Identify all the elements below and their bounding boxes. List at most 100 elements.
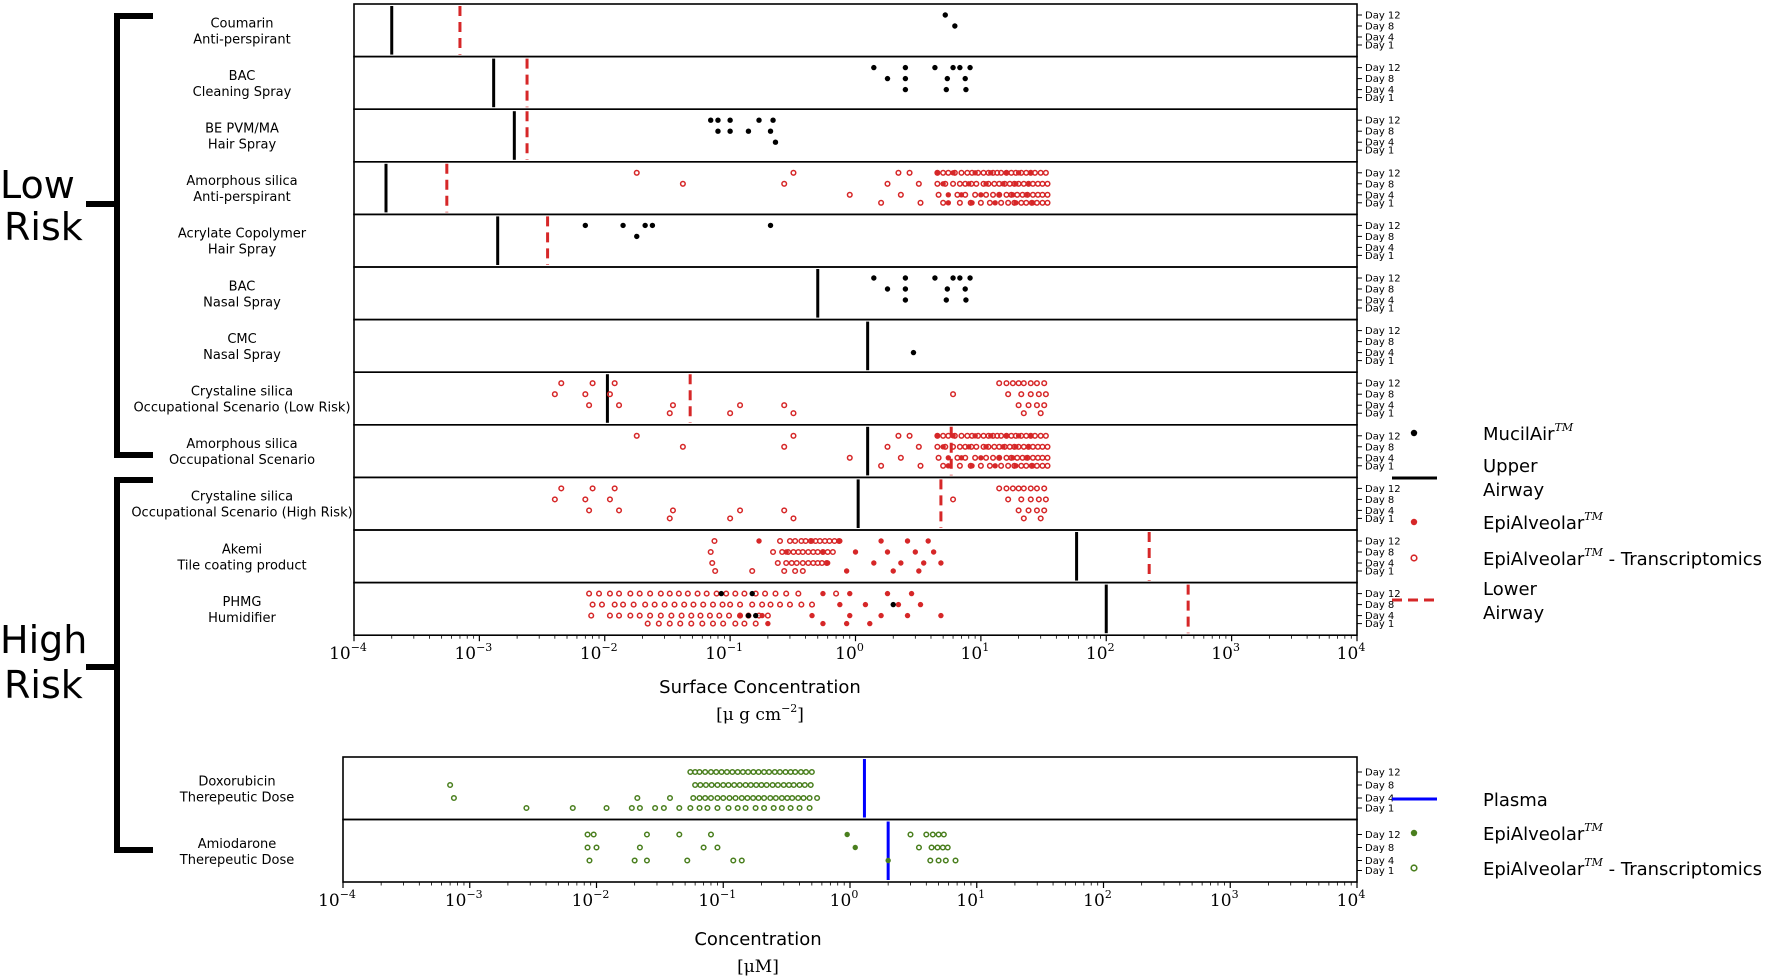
day-label-day-8-be-pvm-ma-3: Day 8 — [1365, 127, 1394, 138]
epi-tx-point-amiodarone-2-day-12-5 — [707, 831, 715, 838]
mucilair-point-bac-6-day-12-5 — [957, 275, 963, 281]
epi-tx-point-crystaline-silica-10-day-12-3 — [611, 485, 618, 492]
epi-tx-point-amorphous-silica-9-day-8-7 — [950, 443, 957, 450]
epi-tx-point-phmg-12-day-1-7 — [709, 620, 717, 627]
mucilair-point-bac-2-day-12-5 — [957, 64, 963, 71]
epi-tx-point-phmg-12-day-12-4 — [615, 590, 623, 597]
epi-point-phmg-12-day-1-3 — [843, 620, 850, 627]
epi-tx-point-amorphous-silica-9-day-12-13 — [980, 432, 987, 439]
epi-tx-point-amorphous-silica-9-day-12-4 — [906, 432, 913, 439]
legend-upper-airway-label2: Airway — [1483, 480, 1544, 501]
epi-tx-point-amorphous-silica-4-day-12-9 — [958, 169, 965, 176]
epi-tx-point-phmg-12-day-1-2 — [655, 620, 662, 627]
epi-tx-point-amorphous-silica-9-day-1-3 — [940, 462, 947, 469]
epi-tx-point-amorphous-silica-9-day-8-4 — [915, 443, 922, 450]
epi-tx-point-crystaline-silica-8-day-4-9 — [1041, 402, 1048, 409]
epi-tx-point-amorphous-silica-4-day-4-8 — [989, 191, 997, 198]
legend-upper-airway-label1: Upper — [1483, 456, 1538, 477]
epi-tx-point-doxorubicin-1-day-4-23 — [800, 794, 807, 802]
row-sublabel-akemi-11: Tile coating product — [176, 558, 306, 573]
epi-point-akemi-11-day-12-5 — [904, 538, 911, 544]
epi-tx-point-amorphous-silica-9-day-8-25 — [1044, 443, 1051, 450]
mucilair-point-bac-2-day-4-3 — [963, 86, 969, 93]
epi-tx-point-phmg-12-day-8-2 — [598, 601, 606, 608]
day-label-day-4-crystaline-silica-10: Day 4 — [1365, 506, 1394, 517]
epi-tx-point-akemi-11-day-4-6 — [799, 559, 806, 567]
epi-tx-point-amorphous-silica-4-day-1-12 — [1023, 199, 1030, 206]
legend-mucilair-sup: TM — [1555, 421, 1574, 434]
epi-tx-point-akemi-11-day-4-5 — [793, 559, 800, 567]
day-label-day-12-doxorubicin-1: Day 12 — [1365, 768, 1401, 779]
epi-tx-point-doxorubicin-1-day-8-9 — [731, 781, 738, 789]
epi-tx-point-amorphous-silica-9-day-4-6 — [972, 454, 979, 461]
row-frame-doxorubicin-1 — [342, 756, 1358, 821]
day-label-day-12-bac-2: Day 12 — [1365, 63, 1401, 74]
legend-epialveolar-green-tx-sup: TM — [1584, 856, 1603, 869]
epi-tx-point-amiodarone-2-day-8-3 — [636, 844, 643, 851]
mucilair-point-be-pvm-ma-3-day-8-4 — [767, 128, 774, 134]
row-sublabel-phmg-12: Humidifier — [208, 611, 276, 626]
epi-point-amorphous-silica-4-day-8-4 — [1000, 181, 1006, 187]
epi-tx-point-doxorubicin-1-day-8-20 — [790, 781, 797, 789]
epi-point-amorphous-silica-4-day-1-3 — [992, 200, 998, 206]
epi-tx-point-doxorubicin-1-day-4-12 — [738, 794, 745, 802]
row-label-crystaline-silica-10: Crystaline silica — [191, 490, 293, 505]
epi-tx-point-amiodarone-2-day-8-8 — [934, 844, 941, 851]
day-label-day-8-crystaline-silica-10: Day 8 — [1365, 495, 1394, 506]
epi-tx-point-amorphous-silica-4-day-12-6 — [940, 169, 947, 176]
epi-tx-point-amorphous-silica-9-day-12-10 — [964, 432, 971, 439]
epi-tx-point-phmg-12-day-8-10 — [681, 601, 688, 608]
epi-tx-point-amorphous-silica-4-day-12-1 — [633, 169, 640, 176]
epi-tx-point-doxorubicin-1-day-12-24 — [808, 768, 815, 776]
day-label-day-12-akemi-11: Day 12 — [1365, 537, 1401, 548]
epi-tx-point-doxorubicin-1-day-4-17 — [767, 794, 774, 802]
epi-tx-point-amorphous-silica-4-day-4-2 — [897, 191, 904, 198]
mucilair-point-be-pvm-ma-3-day-8-2 — [727, 128, 733, 134]
row-label-cmc-7: CMC — [227, 332, 256, 347]
high-risk-bracket — [86, 477, 153, 853]
epi-tx-point-phmg-12-day-12-7 — [647, 590, 654, 597]
bottom-tick-label-8: 103 — [1210, 888, 1239, 911]
epi-tx-point-phmg-12-day-8-15 — [727, 601, 734, 608]
mucilair-point-bac-2-day-12-3 — [932, 64, 938, 71]
epi-tx-point-crystaline-silica-8-day-8-7 — [1027, 391, 1034, 398]
row-frame-acrylate-copolymer-5 — [353, 213, 1358, 268]
mucilair-point-be-pvm-ma-3-day-12-5 — [770, 117, 776, 123]
epi-tx-point-phmg-12-day-4-9 — [678, 612, 685, 619]
epi-tx-point-amorphous-silica-4-day-12-17 — [998, 169, 1005, 176]
epi-tx-point-crystaline-silica-10-day-12-5 — [1003, 485, 1010, 492]
epi-tx-point-doxorubicin-1-day-8-16 — [769, 781, 776, 789]
mucilair-point-acrylate-copolymer-5-day-12-5 — [767, 222, 774, 229]
epi-tx-point-crystaline-silica-10-day-1-4 — [1020, 515, 1027, 522]
day-label-day-1-cmc-7: Day 1 — [1365, 356, 1394, 367]
legend-mucilair-text: MucilAir — [1483, 424, 1555, 445]
legend-epialveolar-green-sup: TM — [1584, 821, 1603, 834]
day-label-day-12-phmg-12: Day 12 — [1365, 589, 1401, 600]
legend-epialveolar-text: EpiAlveolar — [1483, 513, 1585, 534]
epi-tx-point-doxorubicin-1-day-12-7 — [718, 768, 725, 776]
epi-tx-point-doxorubicin-1-day-4-3 — [666, 794, 674, 802]
epi-tx-point-amorphous-silica-4-day-8-2 — [781, 180, 788, 187]
epi-tx-point-amorphous-silica-9-day-4-2 — [897, 454, 904, 461]
day-label-day-4-cmc-7: Day 4 — [1365, 348, 1394, 359]
epi-point-amiodarone-2-day-8-1 — [852, 844, 858, 851]
epi-tx-point-doxorubicin-1-day-12-11 — [739, 768, 746, 776]
epi-tx-point-akemi-11-day-4-7 — [805, 559, 812, 567]
top-legend: MucilAirTM Upper Airway EpiAlveolarTM Ep… — [1392, 421, 1762, 624]
epi-tx-point-crystaline-silica-10-day-8-3 — [606, 496, 613, 503]
epi-tx-point-doxorubicin-1-day-8-23 — [807, 781, 814, 789]
epi-tx-point-crystaline-silica-8-day-4-7 — [1025, 402, 1032, 409]
epi-tx-point-crystaline-silica-10-day-1-3 — [790, 515, 797, 522]
epi-point-amorphous-silica-4-day-4-4 — [996, 192, 1002, 198]
epi-tx-point-amorphous-silica-9-day-4-1 — [846, 454, 853, 461]
epi-point-phmg-12-day-1-1 — [765, 620, 771, 627]
epi-tx-point-amorphous-silica-4-day-1-8 — [998, 199, 1005, 206]
epi-tx-point-akemi-11-day-4-4 — [788, 559, 795, 567]
day-label-day-1-crystaline-silica-8: Day 1 — [1365, 409, 1394, 420]
epi-tx-point-doxorubicin-1-day-12-9 — [729, 768, 736, 776]
epi-tx-point-doxorubicin-1-day-8-6 — [714, 781, 721, 789]
epi-tx-point-doxorubicin-1-day-12-6 — [713, 768, 720, 776]
epi-tx-point-crystaline-silica-8-day-12-7 — [1015, 380, 1022, 387]
day-label-day-1-be-pvm-ma-3: Day 1 — [1365, 146, 1394, 157]
